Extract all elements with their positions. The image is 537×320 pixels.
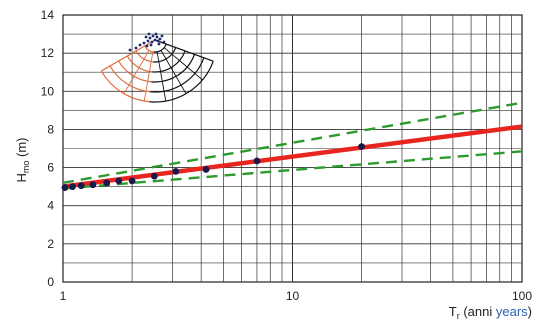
rose-radial (154, 39, 214, 62)
rose-radial (160, 50, 187, 94)
confidence-band-lower (62, 150, 523, 190)
rose-radial (163, 47, 203, 81)
observed-point (172, 168, 180, 175)
rose-observation-dot (138, 43, 142, 47)
fit-line (62, 124, 523, 189)
confidence-band-upper (62, 101, 523, 185)
observed-point (103, 179, 110, 187)
rose-observation-dot (148, 36, 152, 40)
rose-ring (152, 50, 186, 73)
rose-observation-dot (158, 37, 162, 41)
y-tick-label: 0 (47, 275, 54, 289)
rose-observation-dot (162, 40, 166, 44)
y-tick-label: 12 (41, 46, 55, 60)
x-tick-label: 1 (60, 289, 67, 303)
y-axis-title: Hmo (m) (14, 137, 31, 182)
rose-observation-dot (142, 41, 146, 45)
y-tick-label: 14 (41, 8, 55, 22)
observed-point (115, 177, 123, 185)
rose-observation-dot (147, 32, 151, 36)
rose-observation-dot (157, 42, 161, 46)
rose-observation-dot (153, 38, 157, 42)
x-tick-label: 100 (512, 289, 532, 303)
rose-observation-dot (151, 34, 155, 38)
series-layer (61, 101, 523, 191)
rose-observation-dot (146, 39, 150, 43)
y-tick-label: 10 (41, 84, 55, 98)
rose-observation-dot (144, 35, 148, 39)
rose-observation-dot (156, 39, 160, 43)
observed-point (358, 143, 365, 150)
grid (62, 14, 523, 283)
rose-radial (143, 51, 154, 102)
observed-point (253, 157, 261, 165)
observed-point (128, 177, 136, 185)
x-axis-title: Tr (anni years) (449, 304, 532, 320)
rose-ring (149, 60, 214, 103)
observed-point (202, 166, 210, 173)
rose-ring (153, 47, 177, 63)
rose-observation-dot (145, 44, 149, 48)
rose-observation-dot (155, 35, 159, 39)
rose-radial (156, 51, 167, 102)
y-tick-label: 4 (47, 199, 54, 213)
rose-ring-sector (135, 50, 154, 63)
rose-ring (153, 43, 167, 53)
rose-radial (123, 50, 150, 94)
y-tick-label: 8 (47, 122, 54, 136)
observed-point (77, 182, 85, 189)
rose-ring (151, 54, 196, 83)
observed-point (61, 184, 69, 191)
rose-observation-dot (149, 43, 153, 47)
rose-observation-dot (128, 48, 132, 52)
rose-observation-dot (150, 40, 154, 44)
y-tick-label: 6 (47, 161, 54, 175)
rose-observation-dot (134, 46, 138, 50)
observed-point (69, 183, 76, 190)
x-tick-label: 10 (286, 289, 300, 303)
rose-observation-dot (160, 34, 164, 38)
observed-point (151, 172, 158, 180)
observed-point (89, 181, 97, 189)
rose-ring-sector (126, 55, 153, 73)
rose-ring-sector (100, 70, 150, 103)
rose-ring (150, 57, 205, 93)
axes: 0 2 4 6 8 10 12 14 1 10 100 (41, 8, 533, 303)
y-tick-label: 2 (47, 237, 54, 251)
rose-observation-dot (154, 32, 158, 36)
wave-direction-rose-icon (100, 32, 214, 103)
